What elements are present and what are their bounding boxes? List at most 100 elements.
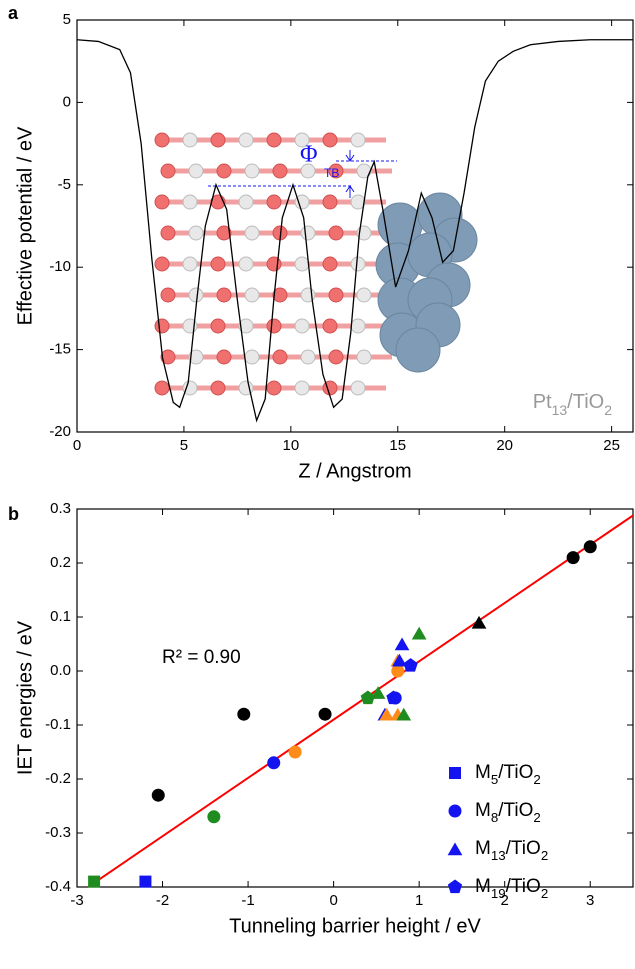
atom xyxy=(217,164,231,178)
potential-line xyxy=(77,40,633,421)
pt-atom xyxy=(396,328,440,372)
atom xyxy=(183,257,197,271)
x-tick-label: 1 xyxy=(415,892,423,909)
legend-label: M8/TiO2 xyxy=(475,800,541,825)
atom xyxy=(267,195,281,209)
y-tick-label: 0.1 xyxy=(50,608,71,625)
circle-marker xyxy=(152,789,165,802)
x-tick-label: -2 xyxy=(156,892,169,909)
triangle-marker xyxy=(395,638,410,651)
x-tick-label: 0 xyxy=(329,892,337,909)
atom xyxy=(323,257,337,271)
x-tick-label: 15 xyxy=(389,437,406,454)
atom xyxy=(357,164,371,178)
circle-marker xyxy=(319,708,332,721)
circle-marker xyxy=(289,746,302,759)
atom xyxy=(211,319,225,333)
atom xyxy=(189,226,203,240)
atom xyxy=(239,133,253,147)
fit-line xyxy=(77,515,633,894)
atom xyxy=(267,381,281,395)
atom xyxy=(329,226,343,240)
square-marker xyxy=(449,767,461,779)
atom xyxy=(273,350,287,364)
atom xyxy=(295,381,309,395)
figure: Φ TB a b 0510152025-20-15-10-505Z / Angs… xyxy=(0,0,635,969)
atom xyxy=(245,288,259,302)
atom xyxy=(329,350,343,364)
atom xyxy=(245,350,259,364)
circle-marker xyxy=(449,805,462,818)
y-tick-label: 0.0 xyxy=(50,662,71,679)
y-tick-label: -15 xyxy=(49,341,71,358)
atom xyxy=(155,319,169,333)
x-tick-label: -1 xyxy=(241,892,254,909)
y-tick-label: 0.3 xyxy=(50,500,71,517)
atom xyxy=(155,381,169,395)
y-axis-title: IET energies / eV xyxy=(14,620,36,775)
x-tick-label: 3 xyxy=(586,892,594,909)
y-tick-label: 5 xyxy=(63,11,71,28)
atom xyxy=(323,195,337,209)
atom xyxy=(329,288,343,302)
atom xyxy=(217,288,231,302)
atom xyxy=(155,195,169,209)
circle-marker xyxy=(237,708,250,721)
atom xyxy=(351,133,365,147)
x-tick-label: -3 xyxy=(70,892,83,909)
atom xyxy=(161,288,175,302)
square-marker xyxy=(139,876,151,888)
atom xyxy=(351,319,365,333)
atom xyxy=(161,226,175,240)
atom xyxy=(267,133,281,147)
y-tick-label: -0.1 xyxy=(45,716,71,733)
legend-label: M13/TiO2 xyxy=(475,838,548,863)
circle-marker xyxy=(567,551,580,564)
atom xyxy=(323,319,337,333)
atom xyxy=(267,257,281,271)
atom xyxy=(211,257,225,271)
x-tick-label: 25 xyxy=(603,437,620,454)
atom xyxy=(301,226,315,240)
triangle-marker xyxy=(412,627,427,640)
y-tick-label: 0.2 xyxy=(50,554,71,571)
atom xyxy=(245,164,259,178)
atom xyxy=(183,133,197,147)
atom xyxy=(351,257,365,271)
triangle-marker xyxy=(448,843,463,856)
y-tick-label: -20 xyxy=(49,423,71,440)
x-tick-label: 5 xyxy=(180,437,188,454)
x-tick-label: 20 xyxy=(496,437,513,454)
atom xyxy=(189,288,203,302)
y-axis-title: Effective potential / eV xyxy=(14,126,36,325)
y-tick-label: 0 xyxy=(63,93,71,110)
atom xyxy=(301,350,315,364)
annotation: Pt13/TiO2 xyxy=(533,391,613,417)
y-tick-label: -0.2 xyxy=(45,770,71,787)
circle-marker xyxy=(207,810,220,823)
plot-frame xyxy=(77,20,633,432)
atom xyxy=(239,195,253,209)
barrier-subscript: TB xyxy=(324,166,339,180)
x-tick-label: 10 xyxy=(283,437,300,454)
y-tick-label: -0.3 xyxy=(45,824,71,841)
square-marker xyxy=(88,876,100,888)
atom xyxy=(245,226,259,240)
atom xyxy=(183,195,197,209)
x-axis-title: Tunneling barrier height / eV xyxy=(229,915,481,937)
atom xyxy=(323,133,337,147)
panel-label: b xyxy=(8,504,19,524)
panel-label: a xyxy=(8,3,19,23)
atom xyxy=(211,133,225,147)
plot-frame xyxy=(77,509,633,887)
atom xyxy=(357,288,371,302)
legend-label: M5/TiO2 xyxy=(475,762,541,787)
atom xyxy=(267,319,281,333)
atom xyxy=(155,257,169,271)
y-tick-label: -5 xyxy=(58,176,71,193)
x-tick-label: 0 xyxy=(73,437,81,454)
pentagon-marker xyxy=(403,658,417,672)
circle-marker xyxy=(584,540,597,553)
x-axis-title: Z / Angstrom xyxy=(298,460,411,482)
atom xyxy=(351,381,365,395)
